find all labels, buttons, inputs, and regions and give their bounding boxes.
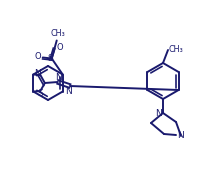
Text: N: N: [155, 108, 161, 118]
Text: S: S: [37, 89, 43, 98]
Text: N: N: [34, 69, 41, 78]
Text: O: O: [56, 43, 63, 52]
Text: N: N: [65, 86, 72, 96]
Text: N: N: [178, 130, 184, 140]
Text: S: S: [48, 54, 54, 63]
Text: CH₃: CH₃: [50, 29, 65, 38]
Text: O: O: [34, 52, 41, 61]
Text: CH₃: CH₃: [169, 45, 183, 54]
Text: N: N: [56, 73, 62, 81]
